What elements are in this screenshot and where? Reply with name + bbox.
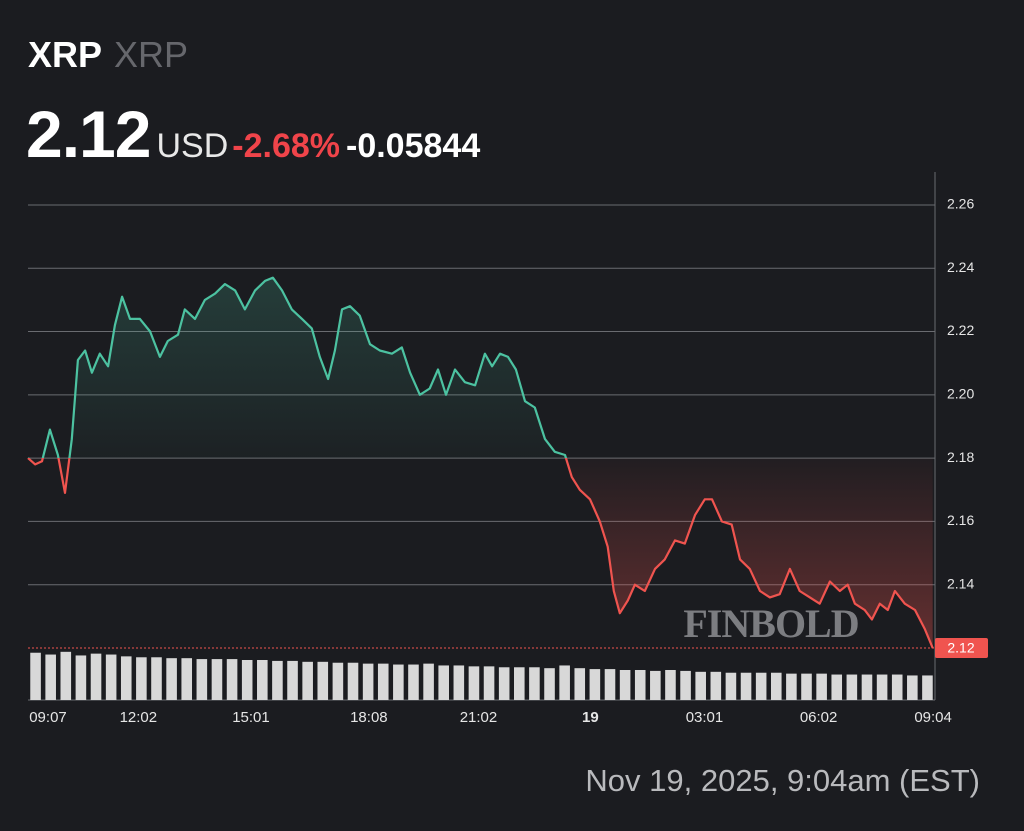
y-tick-label: 2.22 bbox=[947, 322, 974, 338]
volume-bar bbox=[347, 662, 359, 700]
volume-bar bbox=[695, 671, 706, 700]
volume-bar bbox=[876, 674, 888, 700]
volume-bar bbox=[408, 664, 419, 700]
x-tick-label: 19 bbox=[582, 709, 599, 726]
symbol: XRP bbox=[28, 34, 103, 75]
change: -0.05844 bbox=[346, 127, 481, 165]
header-price-row: 2.12 USD -2.68% -0.05844 bbox=[26, 96, 480, 172]
x-tick-label: 09:04 bbox=[914, 709, 952, 726]
volume-bar bbox=[287, 660, 298, 700]
volume-bar bbox=[861, 674, 873, 700]
volume-bar bbox=[317, 661, 329, 700]
volume-bar bbox=[619, 670, 631, 700]
volume-bar bbox=[211, 659, 223, 700]
volume-bar bbox=[468, 666, 480, 700]
volume-bar bbox=[90, 653, 102, 700]
volume-bar bbox=[241, 660, 253, 700]
volume-bar bbox=[816, 673, 827, 700]
volume-bar bbox=[438, 665, 449, 700]
volume-bar bbox=[105, 654, 117, 700]
volume-bar bbox=[755, 672, 767, 700]
volume-bar bbox=[725, 672, 737, 700]
volume-bar bbox=[559, 665, 570, 700]
currency: USD bbox=[156, 127, 229, 165]
volume-bar bbox=[529, 667, 540, 700]
x-tick-label: 03:01 bbox=[686, 709, 724, 726]
volume-bar bbox=[181, 658, 193, 700]
x-tick-label: 21:02 bbox=[460, 709, 498, 726]
volume-bar bbox=[362, 663, 374, 700]
volume-bar bbox=[786, 673, 797, 700]
y-tick-label: 2.16 bbox=[947, 512, 974, 528]
y-tick-label: 2.26 bbox=[947, 196, 974, 212]
volume-bar bbox=[650, 670, 661, 700]
volume-bar bbox=[120, 656, 132, 700]
volume-bar bbox=[45, 654, 56, 700]
header-symbol-row: XRP XRP bbox=[28, 34, 188, 76]
x-tick-label: 09:07 bbox=[29, 709, 67, 726]
volume-bar bbox=[166, 658, 177, 700]
volume-bar bbox=[589, 669, 601, 700]
volume-bar bbox=[891, 674, 903, 700]
price-line bbox=[27, 276, 934, 649]
x-tick-label: 15:01 bbox=[232, 709, 270, 726]
volume-bar bbox=[332, 662, 344, 700]
x-tick-label: 18:08 bbox=[350, 709, 388, 726]
volume-bar bbox=[710, 671, 722, 700]
watermark: FINBOLD bbox=[683, 601, 858, 646]
x-tick-label: 06:02 bbox=[800, 709, 838, 726]
area-fill bbox=[28, 277, 933, 648]
y-tick-label: 2.24 bbox=[947, 259, 974, 275]
volume-bar bbox=[922, 675, 933, 700]
volume-bar bbox=[257, 660, 268, 700]
volume-bar bbox=[302, 661, 313, 700]
volume-bar bbox=[907, 675, 918, 700]
volume-bar bbox=[846, 674, 858, 700]
price-tag-label: 2.12 bbox=[947, 640, 974, 656]
volume-bar bbox=[393, 664, 404, 700]
volume-bar bbox=[272, 660, 283, 700]
volume-bar bbox=[740, 672, 752, 700]
volume-bar bbox=[453, 665, 465, 700]
volume-bar bbox=[30, 652, 41, 700]
x-tick-label: 12:02 bbox=[120, 709, 158, 726]
volume-bar bbox=[801, 673, 812, 700]
volume-bar bbox=[423, 663, 434, 700]
volume-bar bbox=[544, 668, 555, 700]
volume-bar bbox=[75, 655, 87, 700]
timestamp: Nov 19, 2025, 9:04am (EST) bbox=[585, 763, 980, 798]
volume-bar bbox=[60, 651, 72, 700]
price-tag bbox=[935, 638, 988, 658]
volume-bar bbox=[604, 669, 616, 700]
y-tick-label: 2.14 bbox=[947, 575, 974, 591]
volume-bar bbox=[226, 659, 238, 700]
volume-bar bbox=[514, 667, 525, 700]
volume-bar bbox=[483, 666, 495, 700]
volume-bar bbox=[680, 670, 691, 700]
volume-bar bbox=[377, 663, 389, 700]
change-percent: -2.68% bbox=[232, 127, 340, 165]
volume-bar bbox=[574, 668, 586, 700]
volume-bar bbox=[770, 672, 782, 700]
y-tick-label: 2.20 bbox=[947, 386, 974, 402]
volume-bar bbox=[136, 657, 147, 700]
volume-bar bbox=[196, 659, 208, 700]
volume-bar bbox=[151, 657, 162, 700]
volume-bar bbox=[665, 670, 676, 700]
asset-name: XRP bbox=[114, 34, 189, 75]
price: 2.12 bbox=[26, 97, 151, 171]
y-tick-label: 2.18 bbox=[947, 449, 974, 465]
volume-bar bbox=[634, 670, 646, 700]
volume-bar bbox=[498, 667, 510, 700]
volume-bar bbox=[831, 674, 843, 700]
